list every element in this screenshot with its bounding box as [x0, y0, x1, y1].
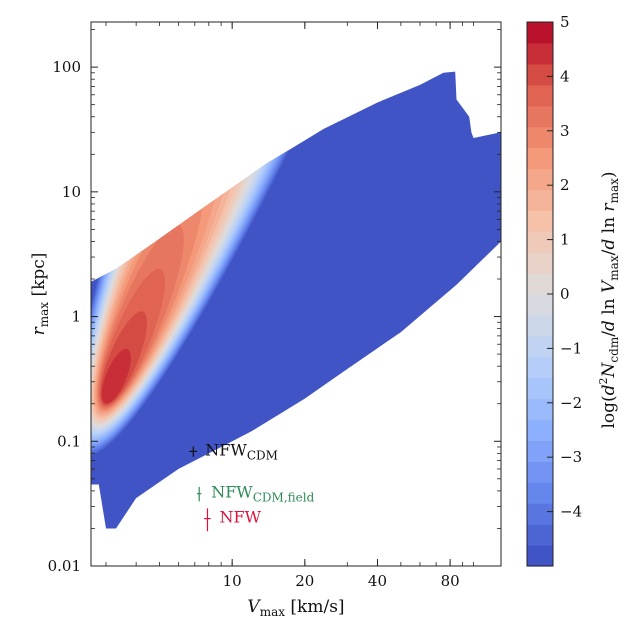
colorbar-tick-label: 4	[560, 67, 570, 85]
colorbar-segment	[527, 105, 553, 128]
colorbar-tick-label: 2	[560, 176, 570, 194]
colorbar-segment	[527, 63, 553, 86]
colorbar-segment	[527, 440, 553, 462]
colorbar-segment	[527, 210, 553, 232]
colorbar-segment	[527, 294, 553, 316]
colorbar-segment	[527, 503, 553, 525]
marker-label: NFWCDM,field	[211, 483, 314, 505]
y-tick-label: 0.01	[48, 557, 81, 575]
x-tick-label: 20	[295, 572, 314, 590]
colorbar-segment	[527, 545, 553, 567]
y-tick-label: 10	[62, 183, 81, 201]
colorbar-segment	[527, 189, 553, 211]
marker-label: NFWCDM	[205, 440, 278, 462]
x-axis-title: Vmax [km/s]	[247, 597, 344, 619]
y-tick-label: 100	[52, 58, 81, 76]
colorbar-segment	[527, 126, 553, 149]
colorbar-tick-label: 1	[560, 231, 570, 249]
plot-frame	[90, 21, 502, 567]
colorbar-tick-label: −3	[560, 448, 582, 466]
y-tick-label: 0.1	[57, 432, 81, 450]
x-tick-label: 10	[223, 572, 242, 590]
y-axis: 0.01 0.1 1 10 100	[48, 29, 501, 575]
colorbar-ticks: 5 4 3 2 1 0 −1 −2 −3 −4	[547, 13, 582, 521]
colorbar-segment	[527, 42, 553, 65]
marker-NFW: NFW	[204, 508, 262, 532]
colorbar-segment	[527, 335, 553, 358]
colorbar-segment	[527, 168, 553, 190]
colorbar-segment	[527, 84, 553, 107]
marker-NFW_CDM_field: NFWCDM,field	[197, 483, 315, 505]
colorbar-segment	[527, 524, 553, 546]
x-axis: 10 20 40 80	[105, 22, 474, 590]
colorbar-segment	[527, 273, 553, 295]
contour-band	[101, 348, 131, 404]
colorbar-title: log(d2Ncdm/d ln Vmax/d ln rmax)	[597, 171, 621, 428]
y-tick-label: 1	[71, 308, 81, 326]
markers: NFWCDM NFWCDM,field NFW	[189, 440, 315, 532]
colorbar-tick-label: 5	[560, 13, 570, 31]
x-tick-label: 40	[368, 572, 387, 590]
x-tick-label: 80	[441, 572, 460, 590]
marker-NFW_CDM: NFWCDM	[189, 440, 278, 462]
colorbar-segment	[527, 252, 553, 274]
colorbar-segment	[527, 22, 553, 44]
marker-label: NFW	[219, 508, 261, 527]
colorbar	[527, 22, 553, 567]
colorbar-segment	[527, 461, 553, 483]
colorbar-segment	[527, 482, 553, 504]
colorbar-tick-label: 3	[560, 122, 570, 140]
colorbar-segment	[527, 398, 553, 421]
colorbar-tick-label: −4	[560, 503, 582, 521]
colorbar-tick-label: 0	[560, 285, 570, 303]
colorbar-segment	[527, 377, 553, 400]
colorbar-segment	[527, 314, 553, 337]
y-axis-title: rmax [kpc]	[29, 253, 51, 336]
colorbar-segment	[527, 147, 553, 170]
colorbar-segment	[527, 356, 553, 379]
colorbar-tick-label: −1	[560, 339, 582, 357]
colorbar-segment	[527, 419, 553, 442]
colorbar-segment	[527, 231, 553, 253]
colorbar-tick-label: −2	[560, 394, 582, 412]
